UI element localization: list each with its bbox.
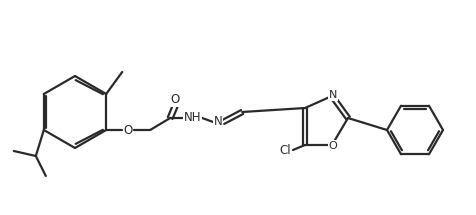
Text: NH: NH (183, 112, 200, 124)
Text: N: N (213, 115, 222, 129)
Text: Cl: Cl (278, 143, 290, 157)
Text: O: O (328, 141, 337, 151)
Text: O: O (170, 94, 179, 106)
Text: O: O (123, 123, 132, 137)
Text: N: N (328, 90, 337, 100)
